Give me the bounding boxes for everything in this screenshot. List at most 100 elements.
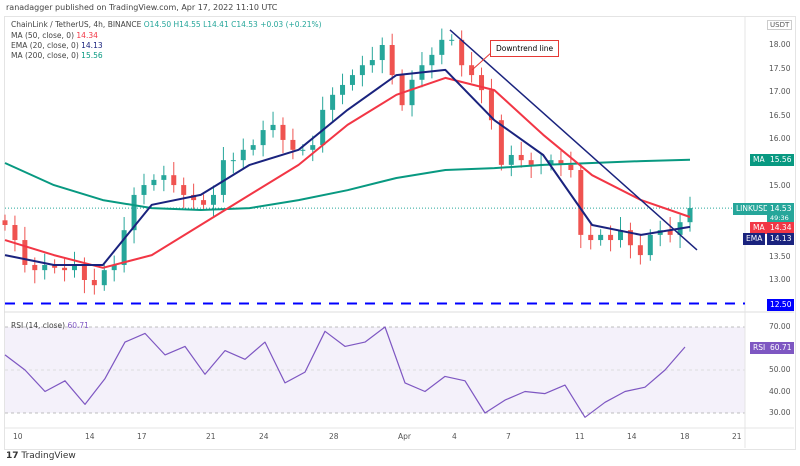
publisher-line: ranadagger published on TradingView.com,… — [6, 3, 278, 12]
ma200-line — [4, 158, 691, 211]
candle — [201, 200, 207, 205]
ema-axis-tag: EMA — [743, 233, 766, 245]
candle — [300, 149, 306, 151]
time-tick: Apr — [398, 432, 411, 441]
ma200-legend[interactable]: MA (200, close, 0) 15.56 — [11, 51, 103, 60]
ema-axis-value: 14.13 — [767, 233, 795, 245]
ma200-axis-tag: MA — [750, 154, 768, 166]
time-tick: 4 — [452, 432, 457, 441]
rsi-band — [5, 327, 745, 413]
candle — [449, 39, 455, 41]
last-price-tag: 14.53 49:36 — [767, 203, 795, 224]
candle — [260, 130, 266, 146]
candle — [330, 94, 336, 110]
candle — [508, 154, 514, 165]
candle — [439, 39, 445, 55]
candle — [240, 149, 246, 161]
candle — [349, 75, 355, 85]
rsi-line — [4, 326, 686, 418]
time-tick: 18 — [680, 432, 690, 441]
ma200-axis-value: 15.56 — [767, 154, 795, 166]
candle — [230, 160, 236, 162]
time-tick: 7 — [506, 432, 511, 441]
price-tick: 13.50 — [769, 251, 791, 261]
ohlc-low: L14.41 — [203, 20, 229, 29]
ema20-legend[interactable]: EMA (20, close, 0) 14.13 — [11, 41, 103, 50]
candle — [627, 230, 633, 246]
symbol-axis-tag: LINKUSDT — [733, 203, 777, 215]
candle — [528, 160, 534, 165]
candle — [101, 270, 107, 286]
time-tick: 11 — [575, 432, 585, 441]
time-tick: 24 — [259, 432, 269, 441]
candle — [280, 124, 286, 140]
currency-label[interactable]: USDT — [767, 20, 793, 30]
time-tick: 21 — [732, 432, 742, 441]
candle — [52, 264, 58, 268]
rsi-tick: 50.00 — [769, 365, 791, 374]
candle — [479, 75, 485, 91]
price-tick: 18.00 — [769, 40, 791, 49]
ohlc-open: O14.50 — [143, 20, 172, 29]
candle — [498, 120, 504, 165]
ma50-line — [4, 76, 691, 269]
price-tick: 15.00 — [769, 181, 791, 190]
time-tick: 14 — [627, 432, 637, 441]
tv-logo-icon: 17 — [6, 451, 19, 461]
candle — [250, 145, 256, 150]
ma50-axis-value: 14.34 — [767, 222, 795, 234]
ma50-legend[interactable]: MA (50, close, 0) 14.34 — [11, 31, 98, 40]
price-tick: 16.00 — [769, 134, 791, 143]
chart-frame — [4, 16, 796, 450]
candle — [647, 234, 653, 256]
price-tick: 16.50 — [769, 110, 791, 120]
candle — [518, 154, 524, 161]
last-price: 14.53 — [770, 204, 792, 213]
ma200-label: MA (200, close, 0) — [11, 51, 79, 60]
downtrend-annotation[interactable]: Downtrend line — [490, 40, 560, 57]
time-tick: 10 — [13, 432, 23, 441]
candle — [131, 194, 137, 231]
rsi-axis-value: 60.71 — [767, 342, 795, 354]
candle — [111, 264, 117, 271]
rsi-value: 60.71 — [67, 321, 89, 330]
candle — [359, 65, 365, 76]
support-axis-value: 12.50 — [767, 299, 795, 311]
candle — [310, 145, 316, 150]
candle — [340, 84, 346, 95]
footer-brand: TradingView — [21, 451, 76, 461]
rsi-legend[interactable]: RSI (14, close) 60.71 — [11, 321, 89, 330]
candle — [62, 267, 68, 271]
ema20-label: EMA (20, close, 0) — [11, 41, 79, 50]
price-tick: 13.00 — [769, 275, 791, 284]
symbol-name: ChainLink / TetherUS, 4h, BINANCE — [11, 20, 142, 29]
candle — [210, 194, 216, 205]
candle — [667, 230, 673, 235]
candle — [151, 179, 157, 186]
candle — [141, 185, 147, 195]
candle — [320, 109, 326, 146]
candle — [389, 45, 395, 76]
ohlc-close: C14.53 — [231, 20, 258, 29]
candle — [42, 264, 48, 271]
candle — [618, 230, 624, 241]
candle — [290, 139, 296, 150]
candle — [2, 220, 8, 226]
rsi-label: RSI (14, close) — [11, 321, 66, 330]
candle — [588, 234, 594, 241]
ema20-line — [4, 68, 691, 266]
ma200-value: 15.56 — [81, 51, 103, 60]
rsi-axis-tag: RSI — [750, 342, 769, 354]
candle — [270, 124, 276, 131]
tradingview-logo[interactable]: 17 TradingView — [6, 451, 76, 461]
bar-countdown: 49:36 — [770, 214, 789, 222]
time-tick: 17 — [137, 432, 147, 441]
annotation-arrow — [471, 51, 493, 71]
price-tick: 17.50 — [769, 63, 791, 73]
candle — [598, 234, 604, 241]
candle — [379, 45, 385, 61]
time-tick: 21 — [206, 432, 216, 441]
candle — [469, 65, 475, 76]
